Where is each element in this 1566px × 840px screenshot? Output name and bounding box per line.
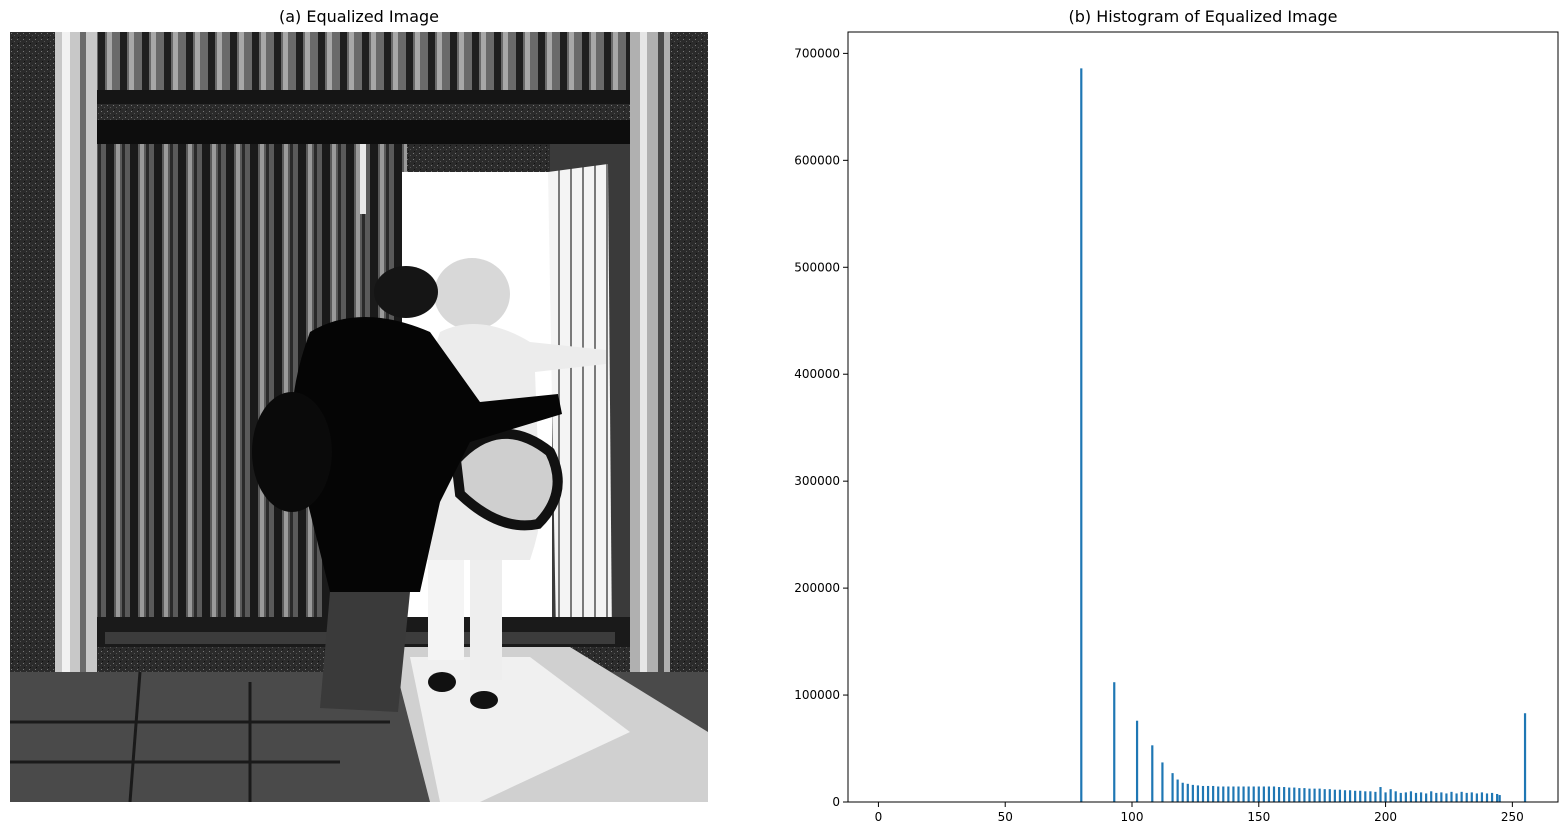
histogram-bar — [1283, 787, 1286, 802]
histogram-bar — [1348, 790, 1352, 802]
histogram-bar — [1425, 793, 1428, 802]
histogram-bar — [1496, 793, 1499, 802]
histogram-bar — [1389, 789, 1392, 802]
y-tick-label: 500000 — [794, 260, 840, 274]
histogram-bar — [1384, 792, 1387, 803]
histogram-bar — [1267, 786, 1271, 802]
histogram-bar — [1257, 786, 1260, 802]
y-tick-label: 700000 — [794, 46, 840, 60]
histogram-bar — [1293, 787, 1296, 802]
histogram-bar — [1303, 788, 1306, 802]
histogram-bar — [1242, 786, 1245, 802]
x-tick-label: 0 — [875, 810, 883, 824]
histogram-bar — [1359, 790, 1362, 802]
histogram-bar — [1323, 789, 1326, 802]
histogram-bar — [1298, 788, 1301, 802]
histogram-bar — [1419, 792, 1423, 803]
y-tick-label: 300000 — [794, 474, 840, 488]
image-panel-title: (a) Equalized Image — [278, 7, 440, 26]
histogram-bar — [1460, 791, 1463, 802]
histogram-bar — [1430, 791, 1433, 802]
histogram-bar — [1498, 795, 1501, 802]
histogram-chart: 0 50 100 150 200 250 0 100000 200000 300000 400000… — [794, 31, 1559, 824]
y-tick-label: 200000 — [794, 581, 840, 595]
histogram-bar — [1171, 773, 1174, 803]
histogram-bar — [1237, 786, 1240, 802]
histogram-bar — [1440, 792, 1443, 803]
bars-layer — [1080, 68, 1527, 803]
histogram-bar — [1217, 786, 1220, 802]
histogram-bar — [1191, 784, 1194, 802]
y-tick-label: 100000 — [794, 688, 840, 702]
histogram-bar — [1490, 792, 1494, 802]
y-tick-label: 400000 — [794, 367, 840, 381]
histogram-bar — [1206, 785, 1210, 802]
histogram-bar — [1445, 793, 1448, 802]
histogram-bar — [1277, 787, 1281, 802]
equalized-photo-illustration — [10, 32, 708, 802]
histogram-bar — [1523, 713, 1527, 802]
histogram-bar — [1364, 791, 1367, 802]
histogram-bar — [1176, 779, 1179, 802]
histogram-bar — [1252, 786, 1255, 802]
histogram-bar — [1394, 791, 1397, 802]
histogram-bar — [1455, 793, 1458, 802]
histogram-bar — [1475, 793, 1478, 802]
histogram-bar — [1308, 788, 1311, 802]
histogram-bar — [1450, 791, 1453, 802]
histogram-bar — [1399, 792, 1402, 802]
histogram-bar — [1222, 786, 1225, 802]
x-tick-label: 100 — [1121, 810, 1144, 824]
histogram-bar — [1080, 68, 1083, 803]
histogram-bar — [1288, 787, 1291, 802]
histogram-bar — [1343, 790, 1347, 802]
histogram-bar — [1338, 789, 1342, 802]
x-tick-label: 200 — [1374, 810, 1397, 824]
histogram-bar — [1409, 791, 1413, 802]
histogram-bar — [1247, 786, 1250, 802]
histogram-bar — [1232, 786, 1235, 802]
histogram-bar — [1369, 791, 1372, 802]
histogram-bar — [1485, 793, 1489, 802]
histogram-bar — [1318, 788, 1321, 802]
histogram-bar — [1354, 790, 1357, 802]
x-tick-label: 50 — [998, 810, 1013, 824]
y-tick-label: 600000 — [794, 153, 840, 167]
x-tick-label: 250 — [1501, 810, 1524, 824]
histogram-bar — [1186, 783, 1189, 802]
histogram-bar — [1151, 745, 1154, 802]
histogram-bar — [1470, 792, 1473, 803]
histogram-bar — [1201, 785, 1205, 802]
histogram-bar — [1113, 682, 1116, 802]
histogram-bar — [1404, 792, 1407, 803]
histogram-bar — [1374, 791, 1377, 802]
histogram-bar — [1272, 786, 1276, 802]
histogram-bar — [1196, 785, 1200, 802]
histogram-bar — [1435, 792, 1438, 802]
equalized-image — [10, 32, 708, 802]
histogram-bar — [1313, 788, 1316, 802]
axis-layer: 0 50 100 150 200 250 0 100000 200000 300000 400000… — [794, 46, 1524, 824]
plot-frame — [847, 31, 1559, 803]
histogram-bar — [1480, 792, 1484, 803]
histogram-bar — [1262, 786, 1265, 802]
histogram-bar — [1135, 720, 1139, 802]
histogram-panel: 0 50 100 150 200 250 0 100000 200000 300000 400000… — [760, 24, 1566, 836]
y-tick-label: 0 — [832, 795, 840, 809]
histogram-bar — [1465, 792, 1468, 802]
histogram-bar — [1379, 787, 1382, 802]
histogram-bar — [1227, 786, 1230, 802]
histogram-bar — [1414, 792, 1418, 802]
histogram-bar — [1181, 782, 1184, 802]
histogram-bar — [1328, 789, 1331, 802]
histogram-bar — [1212, 785, 1215, 802]
histogram-title: (b) Histogram of Equalized Image — [1068, 7, 1338, 26]
histogram-bar — [1161, 762, 1164, 802]
histogram-bar — [1333, 789, 1336, 802]
x-tick-label: 150 — [1247, 810, 1270, 824]
